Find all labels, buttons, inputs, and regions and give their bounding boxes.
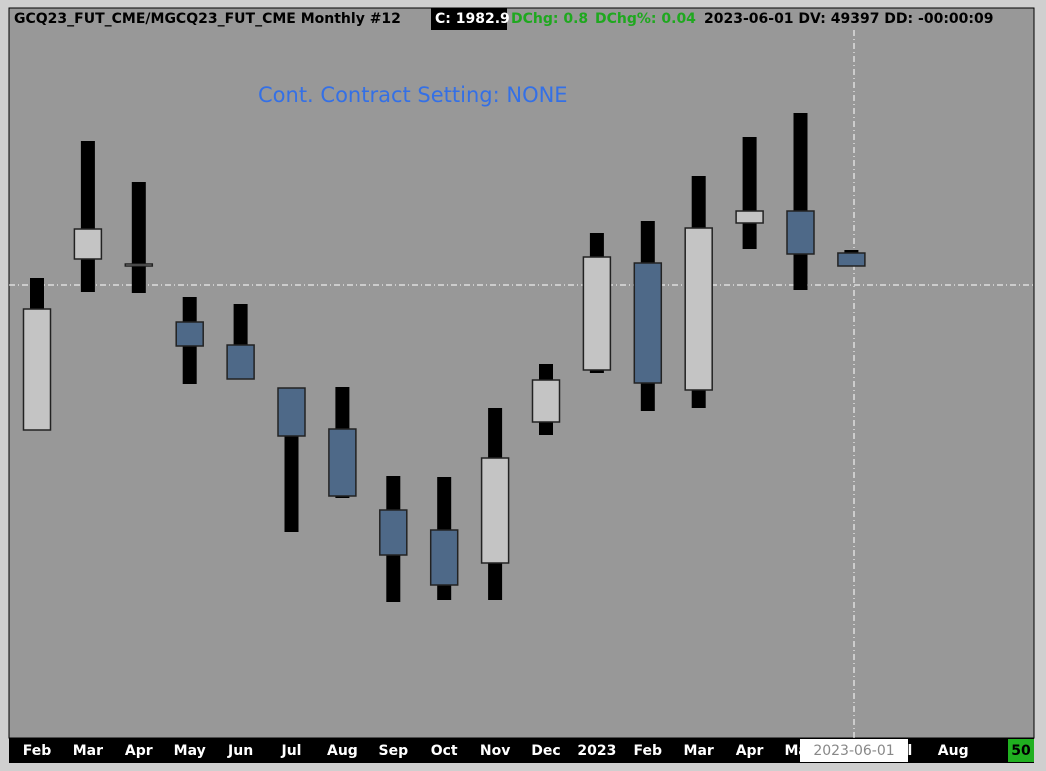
candle-body (837, 252, 866, 267)
candle-body (582, 256, 612, 371)
wick (742, 137, 757, 249)
x-tick-label: Mar (73, 743, 103, 759)
change-pct-label: DChg%: 0.04 (595, 11, 696, 27)
x-tick-label: Mar (684, 743, 714, 759)
candle-body (175, 321, 204, 347)
candles (22, 113, 866, 602)
chart-title: GCQ23_FUT_CME/MGCQ23_FUT_CME Monthly #12 (14, 11, 401, 27)
candle-body (328, 428, 357, 497)
info-label: 2023-06-01 DV: 49397 DD: -00:00:09 (704, 11, 993, 27)
cursor-date: 2023-06-01 (813, 743, 894, 759)
annotation: Cont. Contract Setting: NONE (258, 83, 568, 107)
plot-area (8, 7, 1035, 739)
candle-body (379, 509, 408, 556)
candle-body (73, 228, 103, 260)
wick (131, 182, 146, 293)
close-label: C: 1982.9 (435, 11, 510, 27)
candle-body (633, 262, 663, 384)
x-tick-label: Feb (634, 743, 663, 759)
candle-body (429, 529, 459, 586)
x-tick-label: Oct (431, 743, 458, 759)
candle-body (277, 387, 306, 437)
x-tick-label: Feb (23, 743, 52, 759)
close-box (431, 8, 507, 30)
zoom-box (1008, 739, 1034, 762)
x-tick-label: Jun (227, 743, 253, 759)
x-tick-label: Dec (531, 743, 560, 759)
x-tick-label: Jul (281, 743, 302, 759)
cursor-date-box (800, 739, 908, 762)
x-tick-label: 2023 (577, 743, 616, 759)
zoom-label: 50 (1011, 743, 1031, 759)
candle-body (480, 457, 510, 564)
x-tick-label: Nov (480, 743, 510, 759)
wick (793, 113, 808, 290)
x-tick-label: May (174, 743, 206, 759)
x-tick-label: Aug (938, 743, 969, 759)
candle-body (786, 210, 815, 255)
candle-body (531, 379, 561, 423)
candle-body (226, 344, 255, 380)
x-tick-label: Apr (736, 743, 764, 759)
change-label: DChg: 0.8 (511, 11, 588, 27)
candle-body (684, 227, 713, 391)
candle-body (22, 308, 52, 431)
candle-body (124, 263, 154, 267)
x-tick-label: Sep (378, 743, 408, 759)
x-tick-label: Aug (327, 743, 358, 759)
candle-body (735, 210, 764, 224)
x-tick-label: Apr (125, 743, 153, 759)
wick (80, 141, 95, 292)
